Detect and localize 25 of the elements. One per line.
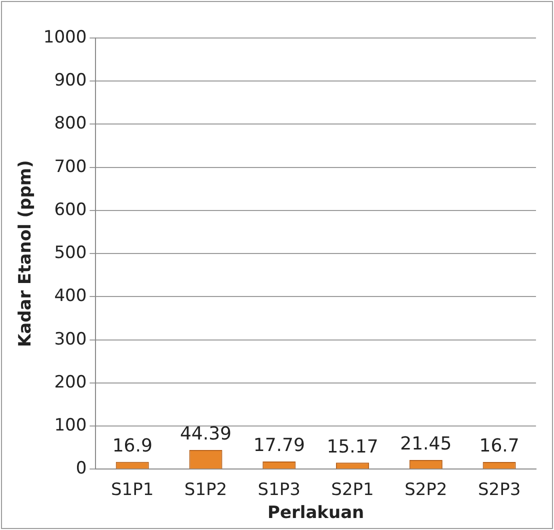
- x-tick-label: S2P2: [404, 480, 448, 500]
- y-tick-label: 100: [54, 416, 87, 436]
- x-tick-label: S1P3: [258, 480, 300, 500]
- x-axis-title: Perlakuan: [268, 503, 364, 524]
- y-tick-label: 800: [54, 114, 87, 134]
- y-tick-label: 900: [54, 70, 87, 91]
- y-tick-label: 0: [76, 458, 87, 479]
- x-tick-label: S1P2: [184, 480, 228, 500]
- x-tick-label: S2P3: [478, 480, 521, 500]
- y-tick-label: 700: [54, 156, 87, 177]
- y-tick-label: 600: [54, 200, 87, 220]
- x-tick-label: S2P1: [331, 480, 374, 500]
- y-tick-label: 200: [54, 372, 87, 392]
- y-tick-label: 1000: [43, 27, 87, 48]
- data-label: 21.45: [400, 434, 452, 455]
- data-label: 15.17: [326, 436, 378, 458]
- y-tick-label: 400: [54, 286, 87, 306]
- data-label: 44.39: [180, 424, 232, 445]
- y-tick-label: 300: [54, 329, 87, 350]
- data-label: 16.7: [479, 436, 520, 457]
- x-tick-label: S1P1: [111, 480, 154, 500]
- data-label: 16.9: [112, 436, 152, 457]
- y-axis-title: Kadar Etanol (ppm): [16, 160, 36, 348]
- data-label: 17.79: [253, 435, 305, 456]
- y-tick-label: 500: [54, 243, 87, 264]
